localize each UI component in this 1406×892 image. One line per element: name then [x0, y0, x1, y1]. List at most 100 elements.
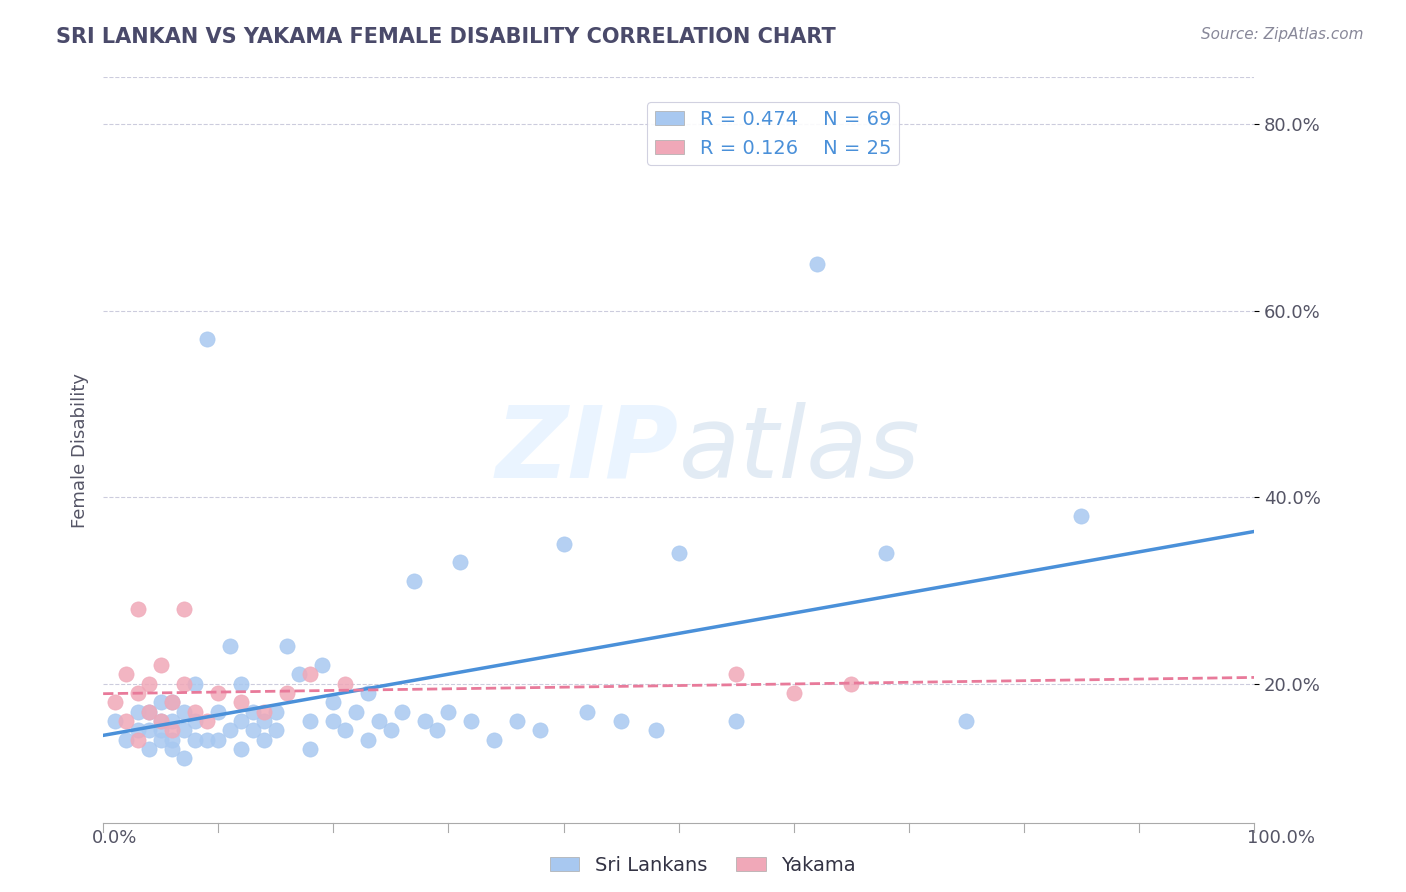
Point [149, 714, 172, 728]
Point [380, 723, 402, 738]
Point [127, 705, 149, 719]
Point [264, 705, 287, 719]
Point [242, 723, 264, 738]
Point [173, 676, 195, 690]
Y-axis label: Female Disability: Female Disability [72, 373, 89, 528]
Point [160, 695, 183, 709]
Point [138, 705, 160, 719]
Point [839, 676, 862, 690]
Point [575, 705, 598, 719]
Point [127, 723, 149, 738]
Point [231, 695, 253, 709]
Point [437, 705, 460, 719]
Point [253, 714, 276, 728]
Point [195, 732, 218, 747]
Point [344, 705, 367, 719]
Point [426, 723, 449, 738]
Point [253, 705, 276, 719]
Point [195, 714, 218, 728]
Text: SRI LANKAN VS YAKAMA FEMALE DISABILITY CORRELATION CHART: SRI LANKAN VS YAKAMA FEMALE DISABILITY C… [56, 27, 837, 46]
Point [875, 546, 897, 560]
Point [127, 686, 149, 700]
Point [160, 695, 183, 709]
Point [160, 742, 183, 756]
Point [173, 602, 195, 616]
Point [184, 714, 207, 728]
Point [231, 714, 253, 728]
Point [806, 257, 828, 271]
Text: Source: ZipAtlas.com: Source: ZipAtlas.com [1201, 27, 1364, 42]
Point [127, 602, 149, 616]
Point [368, 714, 391, 728]
Point [610, 714, 633, 728]
Point [173, 705, 195, 719]
Point [115, 667, 138, 681]
Point [173, 751, 195, 765]
Point [333, 676, 356, 690]
Point [311, 657, 333, 672]
Point [402, 574, 425, 588]
Legend: Sri Lankans, Yakama: Sri Lankans, Yakama [543, 848, 863, 882]
Point [484, 732, 506, 747]
Point [218, 723, 240, 738]
Point [149, 695, 172, 709]
Text: 100.0%: 100.0% [1247, 829, 1315, 847]
Point [173, 723, 195, 738]
Point [955, 714, 977, 728]
Point [322, 714, 344, 728]
Point [138, 723, 160, 738]
Point [138, 676, 160, 690]
Point [668, 546, 690, 560]
Point [160, 714, 183, 728]
Point [115, 714, 138, 728]
Point [322, 695, 344, 709]
Point [195, 332, 218, 346]
Point [231, 676, 253, 690]
Point [149, 723, 172, 738]
Point [299, 667, 322, 681]
Point [506, 714, 529, 728]
Point [149, 657, 172, 672]
Point [391, 705, 413, 719]
Point [276, 686, 298, 700]
Point [218, 640, 240, 654]
Point [207, 732, 229, 747]
Point [299, 714, 322, 728]
Point [333, 723, 356, 738]
Point [288, 667, 311, 681]
Point [553, 537, 575, 551]
Point [160, 732, 183, 747]
Point [725, 667, 748, 681]
Point [253, 732, 276, 747]
Legend: R = 0.474    N = 69, R = 0.126    N = 25: R = 0.474 N = 69, R = 0.126 N = 25 [647, 102, 898, 165]
Point [264, 723, 287, 738]
Point [149, 714, 172, 728]
Point [184, 732, 207, 747]
Point [460, 714, 482, 728]
Text: ZIP: ZIP [496, 402, 679, 499]
Point [299, 742, 322, 756]
Point [449, 555, 471, 569]
Point [104, 714, 127, 728]
Point [415, 714, 437, 728]
Point [1070, 508, 1092, 523]
Point [104, 695, 127, 709]
Text: 0.0%: 0.0% [91, 829, 136, 847]
Point [207, 705, 229, 719]
Point [783, 686, 806, 700]
Point [242, 705, 264, 719]
Point [149, 732, 172, 747]
Point [207, 686, 229, 700]
Point [138, 742, 160, 756]
Point [529, 723, 551, 738]
Point [160, 723, 183, 738]
Point [357, 686, 380, 700]
Point [725, 714, 748, 728]
Point [127, 732, 149, 747]
Point [184, 705, 207, 719]
Point [644, 723, 666, 738]
Point [138, 705, 160, 719]
Point [231, 742, 253, 756]
Point [115, 732, 138, 747]
Point [184, 676, 207, 690]
